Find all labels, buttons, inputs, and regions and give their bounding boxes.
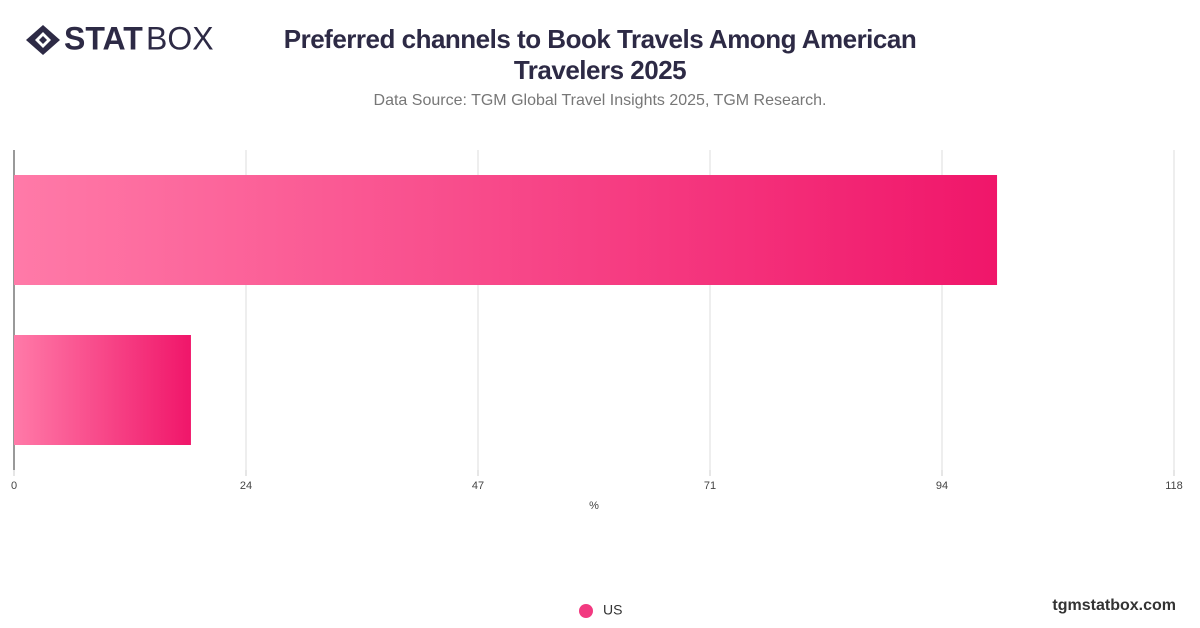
site-link: tgmstatbox.com — [1052, 597, 1176, 614]
x-tick-label: 118 — [1165, 480, 1183, 492]
x-tick-label: 0 — [11, 480, 17, 492]
x-tick-label: 47 — [472, 480, 484, 492]
logo: STAT BOX — [26, 20, 214, 56]
x-axis-label: % — [589, 500, 599, 512]
legend-label: US — [603, 602, 622, 618]
bar — [14, 335, 191, 445]
x-tick-label: 24 — [240, 480, 252, 492]
bar — [14, 175, 998, 285]
legend-marker — [579, 604, 593, 618]
chart-title: Preferred channels to Book Travels Among… — [283, 24, 917, 85]
x-tick-label: 94 — [936, 480, 948, 492]
logo-light: BOX — [146, 20, 214, 56]
chart-subtitle: Data Source: TGM Global Travel Insights … — [373, 92, 827, 109]
logo-bold: STAT — [64, 20, 143, 56]
x-tick-label: 71 — [704, 480, 716, 492]
